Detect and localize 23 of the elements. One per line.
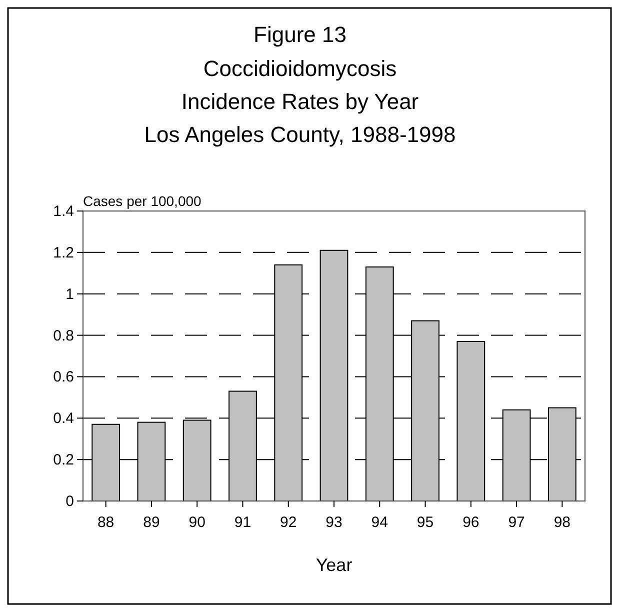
x-tick-label: 88 xyxy=(97,514,114,531)
chart-title: Figure 13 xyxy=(254,22,346,47)
x-tick-label: 97 xyxy=(508,514,525,531)
y-tick-label: 0.2 xyxy=(53,452,74,469)
x-tick-label: 90 xyxy=(188,514,206,531)
x-tick-label: 93 xyxy=(326,514,342,531)
chart-subtitle: Coccidioidomycosis Incidence Rates by Year Los Angeles County, 1988-1998 xyxy=(144,56,456,147)
y-tick-label: 1 xyxy=(66,286,74,303)
x-tick-label: 89 xyxy=(143,514,160,531)
y-tick-label: 0 xyxy=(66,493,74,510)
x-tick-label: 96 xyxy=(462,514,480,531)
x-tick-label: 95 xyxy=(416,514,434,531)
y-tick-label: 1.2 xyxy=(53,244,74,262)
y-tick-label: 1.4 xyxy=(53,203,74,220)
x-tick-label: 91 xyxy=(234,514,252,531)
y-axis-title: Cases per 100,000 xyxy=(83,193,202,209)
x-tick-label: 98 xyxy=(554,514,571,531)
y-tick-label: 0.4 xyxy=(53,410,74,428)
y-tick-label: 0.8 xyxy=(53,327,74,344)
x-tick-label: 94 xyxy=(371,514,388,531)
y-tick-label: 0.6 xyxy=(53,368,74,386)
x-axis-title: Year xyxy=(316,555,352,575)
x-tick-label: 92 xyxy=(280,514,297,531)
